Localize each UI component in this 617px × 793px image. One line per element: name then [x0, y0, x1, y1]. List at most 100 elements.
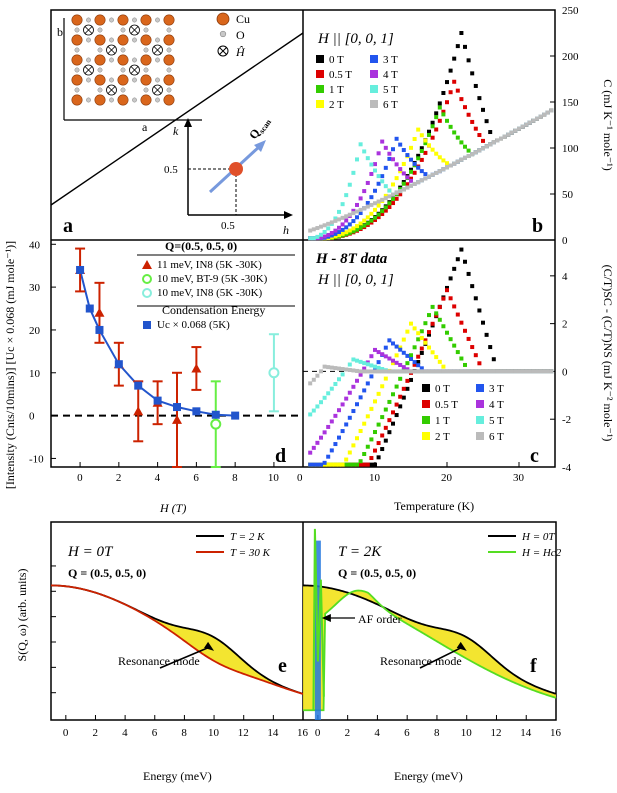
data-point — [416, 337, 421, 342]
data-point — [322, 364, 327, 369]
panel-f-subtitle: Q = (0.5, 0.5, 0) — [338, 566, 416, 580]
cu-atom — [163, 74, 175, 86]
data-point — [344, 367, 349, 372]
x-tick-label: 10 — [208, 727, 220, 739]
data-point — [419, 133, 424, 138]
data-point — [365, 215, 370, 220]
x-tick-label: 6 — [404, 727, 410, 739]
data-point — [484, 119, 489, 124]
data-point — [448, 163, 453, 168]
data-point — [358, 196, 363, 201]
panel-f-xlabel: Energy (meV) — [394, 769, 463, 783]
data-point — [445, 80, 449, 85]
cu-atom — [71, 14, 83, 26]
data-point — [441, 296, 446, 301]
data-point — [172, 414, 182, 424]
data-point — [373, 207, 377, 212]
data-point — [153, 396, 162, 405]
panel-e-annotation: Resonance mode — [118, 654, 200, 668]
data-point — [134, 381, 143, 390]
data-point — [362, 421, 367, 426]
data-point — [416, 369, 421, 374]
o-atom — [109, 17, 114, 23]
data-point — [387, 156, 392, 161]
legend-swatch — [370, 85, 378, 93]
o-atom — [86, 77, 91, 83]
data-point — [416, 331, 421, 336]
data-point — [380, 415, 385, 420]
data-point — [333, 413, 338, 418]
data-point — [409, 178, 413, 183]
data-point — [387, 201, 392, 206]
data-point — [322, 223, 327, 228]
field-marker-stroke — [84, 66, 93, 74]
legend-swatch — [370, 100, 378, 108]
data-point — [391, 369, 395, 374]
data-point — [340, 367, 345, 372]
data-point — [210, 418, 222, 430]
cu-atom — [163, 94, 175, 106]
data-point — [520, 369, 525, 374]
data-point — [358, 142, 363, 147]
data-point — [376, 203, 381, 208]
data-point — [437, 369, 442, 374]
data-point — [416, 153, 421, 158]
x-tick-label: 10 — [461, 727, 473, 739]
data-point — [365, 381, 370, 386]
data-point — [344, 396, 349, 401]
data-point — [466, 112, 471, 117]
data-point — [524, 122, 529, 127]
data-point — [387, 338, 392, 343]
o-atom — [132, 77, 137, 83]
y-tick-label: 0 — [562, 366, 568, 378]
data-point — [459, 320, 464, 325]
data-point — [355, 358, 359, 363]
data-point — [445, 369, 449, 374]
data-point — [326, 226, 331, 231]
data-point — [308, 450, 313, 455]
data-point — [319, 235, 323, 240]
data-point — [373, 188, 377, 193]
x-tick-label: 2 — [345, 727, 351, 739]
data-point — [362, 223, 367, 228]
data-point — [362, 369, 367, 374]
data-point — [434, 111, 439, 116]
data-point — [344, 462, 349, 467]
data-point — [344, 457, 349, 462]
data-point — [376, 212, 381, 217]
series-2 — [268, 333, 280, 413]
data-point — [369, 162, 374, 167]
data-point — [434, 369, 439, 374]
o-atom — [132, 97, 137, 103]
y-tick-label: -10 — [29, 453, 44, 465]
data-point — [373, 369, 377, 374]
data-point — [416, 127, 421, 132]
data-point — [409, 176, 413, 181]
annotation-arrow — [419, 646, 464, 669]
data-point — [383, 208, 388, 213]
data-point — [531, 118, 536, 123]
data-point — [387, 399, 392, 404]
data-point — [448, 369, 453, 374]
o-atom — [109, 57, 114, 63]
data-point — [311, 236, 316, 241]
data-point — [337, 366, 341, 371]
data-point — [311, 377, 316, 382]
data-point — [434, 170, 439, 175]
panel-e-chart: 0 2 4 6 8 10 12 14 16 T = 2 K T = 30 K — [50, 531, 309, 739]
o-atom — [166, 87, 172, 93]
panel-d-header: Q=(0.5, 0.5, 0) — [165, 239, 237, 253]
legend-label: 5 T — [489, 415, 504, 427]
data-point — [329, 419, 334, 424]
data-point — [355, 227, 359, 232]
data-point — [441, 369, 446, 374]
y-tick-label: 10 — [29, 368, 41, 380]
data-point — [337, 209, 341, 214]
data-point — [452, 130, 457, 135]
data-point — [434, 355, 439, 360]
data-point — [463, 362, 467, 367]
o-atom — [166, 27, 172, 33]
data-point — [337, 377, 341, 382]
data-point — [114, 360, 123, 369]
